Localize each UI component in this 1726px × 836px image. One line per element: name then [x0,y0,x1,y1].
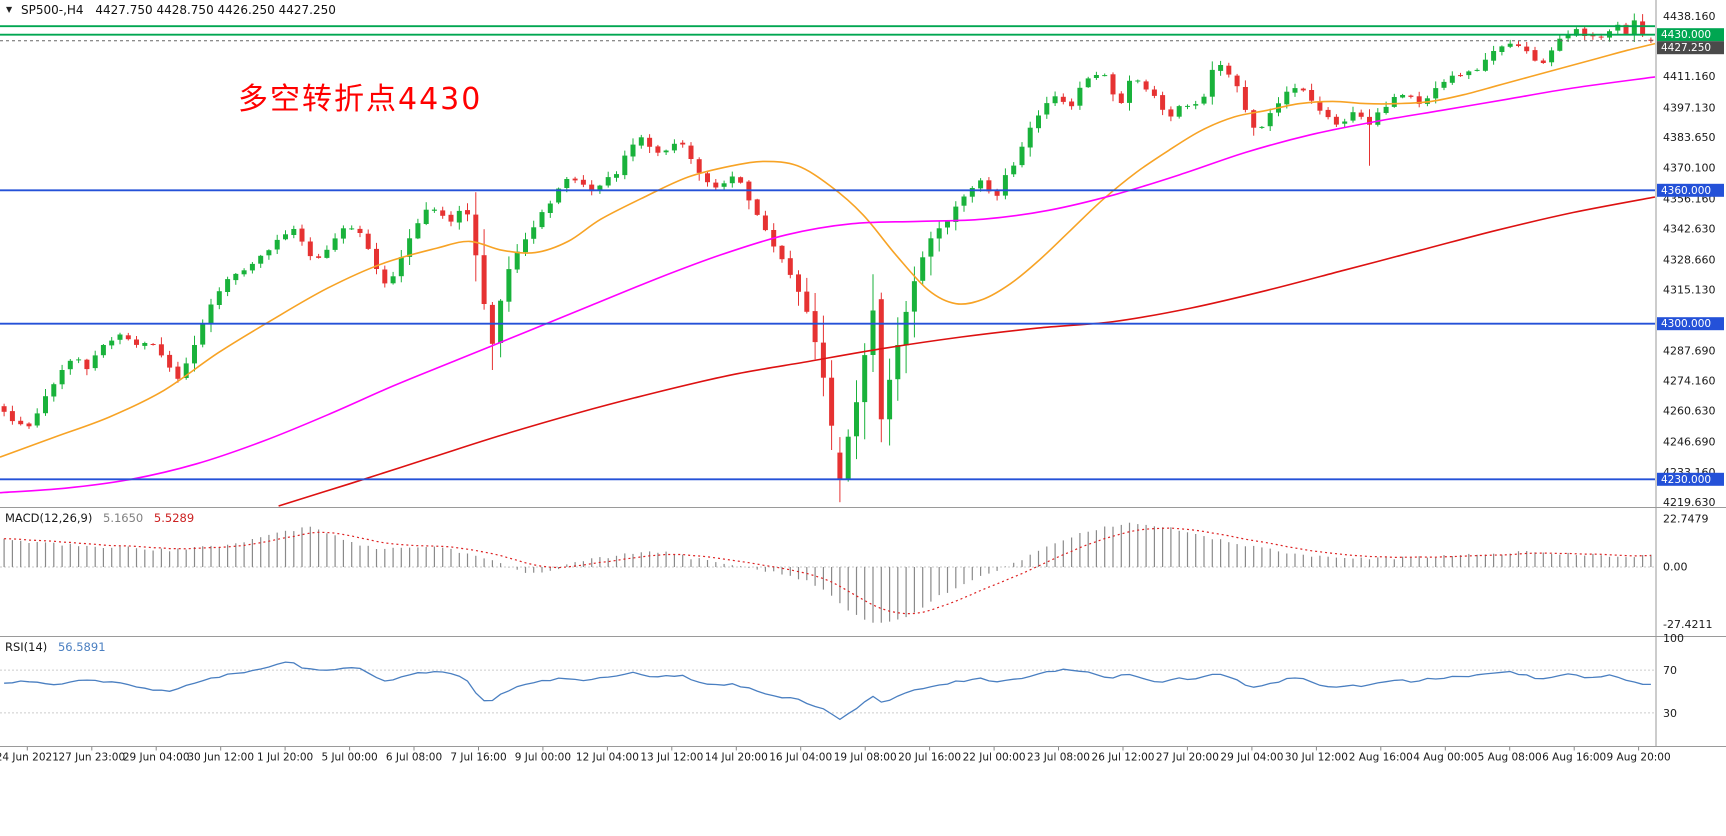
time-tick-label: 2 Aug 16:00 [1349,752,1413,764]
rsi-indicator-label: RSI(14) 56.5891 [5,640,106,654]
price-badge [1657,183,1724,197]
time-tick-label: 9 Jul 00:00 [515,752,571,764]
price-tick-label: 4438.160 [1663,10,1716,23]
price-badge-label: 4230.000 [1661,474,1711,486]
time-tick-label: 16 Jul 04:00 [769,752,832,764]
time-tick-label: 9 Aug 20:00 [1607,752,1671,764]
macd-tick-label: 22.7479 [1663,513,1709,526]
price-tick-label: 4397.130 [1663,101,1716,114]
time-tick-label: 19 Jul 08:00 [834,752,897,764]
time-tick-label: 30 Jun 12:00 [187,752,254,764]
price-badge [1657,41,1724,55]
time-tick-label: 27 Jul 20:00 [1156,752,1219,764]
time-tick-label: 30 Jul 12:00 [1285,752,1348,764]
price-badge [1657,317,1724,331]
time-tick-label: 4 Aug 00:00 [1413,752,1477,764]
ma-mid-line [0,76,1656,494]
rsi-tick-label: 70 [1663,664,1677,677]
symbol-collapse-icon[interactable]: ▼ [6,5,13,14]
macd-signal-line [4,527,1651,615]
price-tick-label: 4315.130 [1663,284,1716,297]
symbol-ohlc-values: 4427.750 4428.750 4426.250 4427.250 [95,3,336,17]
time-tick-label: 5 Jul 00:00 [321,752,377,764]
symbol-name: SP500-,H4 [20,3,84,17]
time-tick-label: 20 Jul 16:00 [898,752,961,764]
price-tick-label: 4383.650 [1663,131,1716,144]
time-tick-label: 23 Jul 08:00 [1027,752,1090,764]
price-tick-label: 4260.630 [1663,405,1716,418]
rsi-value: 56.5891 [57,640,106,654]
annotation-text: 多空转折点4430 [238,82,483,117]
rsi-name: RSI(14) [5,640,48,654]
macd-axis: 22.7479 0.00 -27.4211 [1663,513,1712,631]
price-tick-label: 4328.660 [1663,254,1716,267]
macd-value-signal: 5.5289 [153,511,195,525]
symbol-info-bar: ▼ SP500-,H4 4427.750 4428.750 4426.250 4… [6,3,344,17]
price-tick-label: 4342.630 [1663,222,1716,235]
time-tick-label: 12 Jul 04:00 [576,752,639,764]
time-tick-label: 22 Jul 00:00 [963,752,1026,764]
price-badge-label: 4427.250 [1661,42,1711,54]
price-tick-label: 4411.160 [1663,70,1716,83]
time-tick-label: 6 Aug 16:00 [1542,752,1606,764]
price-axis[interactable]: 4438.160 4411.160 4397.130 4383.650 4370.100… [1657,10,1724,509]
macd-tick-label: 0.00 [1663,561,1688,574]
time-tick-label: 29 Jul 04:00 [1220,752,1283,764]
time-tick-label: 13 Jul 12:00 [640,752,703,764]
ma-slow-line [278,196,1656,507]
macd-value-main: 5.1650 [103,511,144,525]
price-badge-label: 4300.000 [1661,318,1711,330]
rsi-axis: 100 70 30 [1663,632,1684,720]
macd-name: MACD(12,26,9) [5,511,93,525]
price-badge-label: 4360.000 [1661,185,1711,197]
price-tick-label: 4370.100 [1663,161,1716,174]
price-tick-label: 4219.630 [1663,496,1716,509]
rsi-tick-label: 100 [1663,632,1684,645]
price-tick-label: 4274.160 [1663,375,1716,388]
candlestick-series [1,13,1654,503]
time-tick-label: 29 Jun 04:00 [123,752,190,764]
time-tick-label: 7 Jul 16:00 [450,752,506,764]
macd-histogram [3,522,1652,623]
price-badge [1657,28,1724,42]
price-tick-label: 4246.690 [1663,436,1716,449]
price-tick-label: 4287.690 [1663,345,1716,358]
price-badge-label: 4430.000 [1661,29,1711,41]
time-tick-label: 14 Jul 20:00 [705,752,768,764]
time-tick-label: 24 Jun 2021 [0,752,59,764]
ma-fast-line [0,42,1656,458]
rsi-tick-label: 30 [1663,707,1677,720]
time-tick-label: 5 Aug 08:00 [1478,752,1542,764]
time-tick-label: 26 Jul 12:00 [1092,752,1155,764]
time-tick-label: 27 Jun 23:00 [58,752,125,764]
macd-tick-label: -27.4211 [1663,618,1712,631]
macd-indicator-label: MACD(12,26,9) 5.1650 5.5289 [5,511,194,525]
price-badge [1657,472,1724,486]
time-tick-label: 1 Jul 20:00 [257,752,313,764]
rsi-line [4,661,1651,721]
time-tick-label: 6 Jul 08:00 [386,752,442,764]
